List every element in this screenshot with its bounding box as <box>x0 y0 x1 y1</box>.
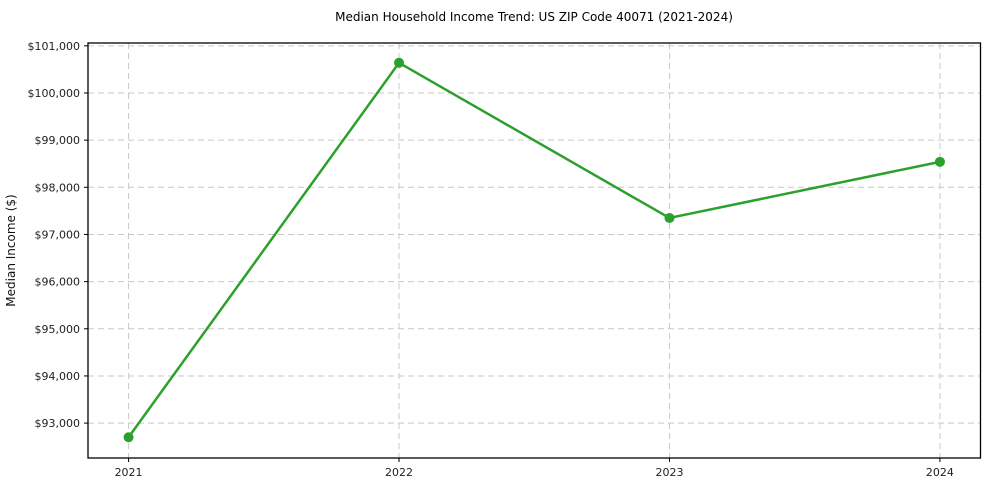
x-tick-label: 2024 <box>926 466 954 479</box>
y-axis-label: Median Income ($) <box>4 194 18 306</box>
plot-area: $93,000 $94,000 $95,000 $96,000 $97,000 $98,0… <box>28 40 982 479</box>
y-tick-label: $97,000 <box>35 228 81 241</box>
y-tick-label: $93,000 <box>35 417 81 430</box>
data-point-2021 <box>123 432 134 443</box>
data-point-2024 <box>934 156 945 167</box>
plot-border <box>87 42 982 459</box>
data-point-2023 <box>664 212 675 223</box>
y-tick-label: $95,000 <box>35 323 81 336</box>
x-tick-label: 2021 <box>115 466 143 479</box>
chart-title: Median Household Income Trend: US ZIP Co… <box>335 10 733 24</box>
trend-line <box>127 61 942 439</box>
y-tick-label: $101,000 <box>28 40 81 53</box>
x-tick-label: 2022 <box>385 466 413 479</box>
x-tick-label: 2023 <box>655 466 683 479</box>
y-tick-label: $99,000 <box>35 134 81 147</box>
y-tick-label: $98,000 <box>35 181 81 194</box>
y-tick-label: $100,000 <box>28 87 81 100</box>
y-tick-label: $96,000 <box>35 276 81 289</box>
data-point-2022 <box>394 57 405 68</box>
y-tick-label: $94,000 <box>35 370 81 383</box>
